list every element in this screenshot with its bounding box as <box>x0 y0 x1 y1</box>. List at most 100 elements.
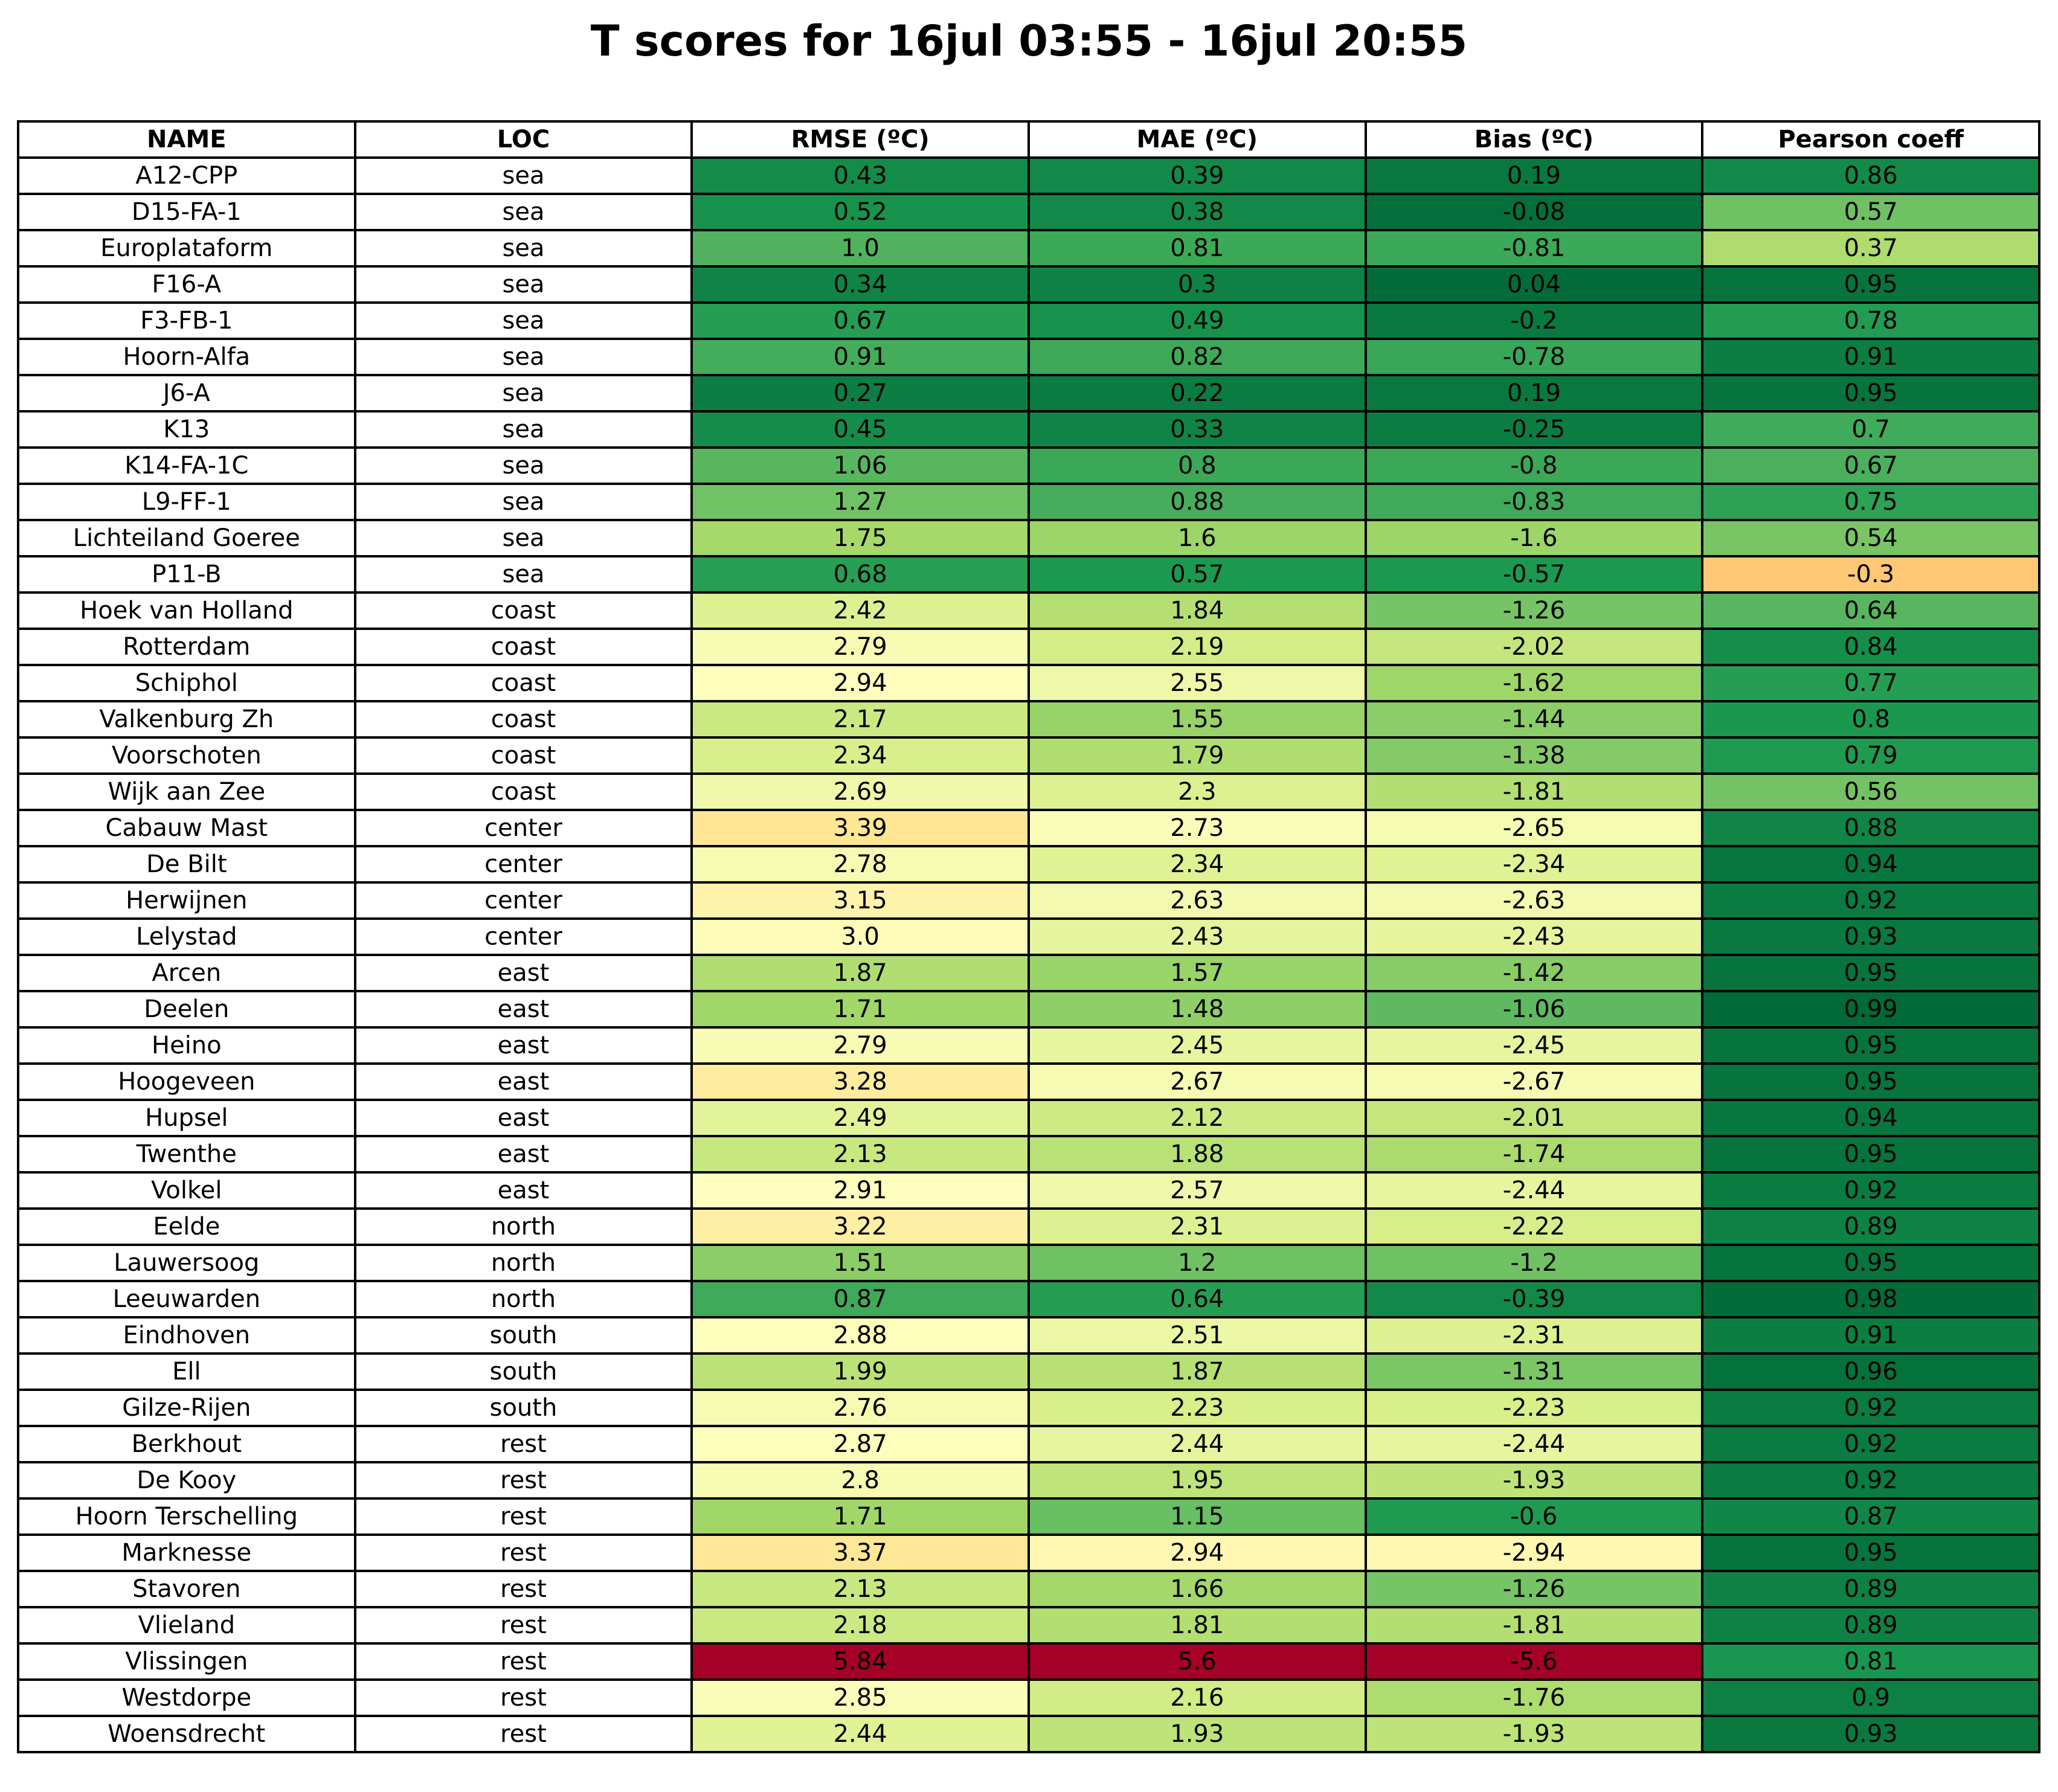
cell-rmse: 2.13 <box>690 1135 1030 1174</box>
cell-loc: rest <box>353 1678 693 1717</box>
cell-loc: east <box>353 1026 693 1065</box>
cell-rmse: 2.78 <box>690 845 1030 884</box>
table-row: Valkenburg Zh coast 2.17 1.55 -1.44 0.8 <box>17 700 2040 739</box>
cell-loc: east <box>353 1099 693 1137</box>
cell-rmse: 2.88 <box>690 1316 1030 1355</box>
cell-pearson: -0.3 <box>1701 555 2040 594</box>
table-row: Berkhout rest 2.87 2.44 -2.44 0.92 <box>17 1425 2040 1463</box>
cell-rmse: 0.67 <box>690 301 1030 340</box>
cell-bias: -1.81 <box>1364 772 1704 811</box>
cell-loc: rest <box>353 1642 693 1681</box>
cell-pearson: 0.57 <box>1701 193 2040 231</box>
cell-pearson: 0.9 <box>1701 1678 2040 1717</box>
cell-name: Heino <box>17 1026 356 1065</box>
cell-name: Berkhout <box>17 1425 356 1463</box>
cell-rmse: 2.85 <box>690 1678 1030 1717</box>
cell-name: Woensdrecht <box>17 1715 356 1753</box>
cell-pearson: 0.77 <box>1701 664 2040 702</box>
cell-loc: sea <box>353 301 693 340</box>
column-header-mae: MAE (ºC) <box>1027 120 1367 159</box>
cell-rmse: 0.91 <box>690 338 1030 376</box>
cell-mae: 1.81 <box>1027 1606 1367 1645</box>
cell-bias: -2.01 <box>1364 1099 1704 1137</box>
cell-name: K13 <box>17 410 356 449</box>
cell-name: Europlataform <box>17 229 356 268</box>
cell-rmse: 2.49 <box>690 1099 1030 1137</box>
cell-name: Lauwersoog <box>17 1244 356 1282</box>
cell-mae: 1.15 <box>1027 1497 1367 1536</box>
table-row: Ell south 1.99 1.87 -1.31 0.96 <box>17 1352 2040 1391</box>
cell-loc: sea <box>353 156 693 195</box>
cell-name: De Kooy <box>17 1461 356 1500</box>
table-row: Volkel east 2.91 2.57 -2.44 0.92 <box>17 1171 2040 1210</box>
cell-bias: -2.44 <box>1364 1171 1704 1210</box>
cell-bias: -1.74 <box>1364 1135 1704 1174</box>
cell-bias: -2.31 <box>1364 1316 1704 1355</box>
cell-mae: 2.94 <box>1027 1533 1367 1572</box>
cell-pearson: 0.75 <box>1701 483 2040 521</box>
cell-bias: -2.02 <box>1364 628 1704 666</box>
cell-pearson: 0.67 <box>1701 446 2040 485</box>
cell-bias: -1.26 <box>1364 591 1704 630</box>
table-body: A12-CPP sea 0.43 0.39 0.19 0.86 D15-FA-1 sea 0.5… <box>17 156 2040 1753</box>
cell-rmse: 2.79 <box>690 628 1030 666</box>
cell-mae: 2.55 <box>1027 664 1367 702</box>
cell-pearson: 0.98 <box>1701 1280 2040 1318</box>
cell-mae: 0.82 <box>1027 338 1367 376</box>
cell-loc: center <box>353 917 693 956</box>
table-row: Woensdrecht rest 2.44 1.93 -1.93 0.93 <box>17 1715 2040 1753</box>
cell-pearson: 0.95 <box>1701 1026 2040 1065</box>
table-row: Westdorpe rest 2.85 2.16 -1.76 0.9 <box>17 1678 2040 1717</box>
cell-name: Schiphol <box>17 664 356 702</box>
cell-name: Hoorn Terschelling <box>17 1497 356 1536</box>
cell-loc: east <box>353 1062 693 1101</box>
cell-pearson: 0.92 <box>1701 1461 2040 1500</box>
table-row: Hoorn Terschelling rest 1.71 1.15 -0.6 0.87 <box>17 1497 2040 1536</box>
cell-pearson: 0.94 <box>1701 845 2040 884</box>
cell-pearson: 0.93 <box>1701 1715 2040 1753</box>
cell-mae: 1.93 <box>1027 1715 1367 1753</box>
cell-bias: -0.6 <box>1364 1497 1704 1536</box>
cell-bias: -1.42 <box>1364 954 1704 992</box>
cell-bias: -2.67 <box>1364 1062 1704 1101</box>
cell-name: Herwijnen <box>17 881 356 920</box>
column-header-name: NAME <box>17 120 356 159</box>
cell-loc: north <box>353 1280 693 1318</box>
table-row: De Kooy rest 2.8 1.95 -1.93 0.92 <box>17 1461 2040 1500</box>
cell-mae: 1.48 <box>1027 990 1367 1029</box>
cell-loc: east <box>353 954 693 992</box>
cell-mae: 0.3 <box>1027 265 1367 304</box>
cell-mae: 0.38 <box>1027 193 1367 231</box>
table-row: Arcen east 1.87 1.57 -1.42 0.95 <box>17 954 2040 992</box>
cell-name: F3-FB-1 <box>17 301 356 340</box>
cell-bias: -0.25 <box>1364 410 1704 449</box>
cell-rmse: 2.87 <box>690 1425 1030 1463</box>
cell-pearson: 0.95 <box>1701 1244 2040 1282</box>
cell-bias: -0.57 <box>1364 555 1704 594</box>
cell-mae: 1.66 <box>1027 1570 1367 1608</box>
cell-mae: 5.6 <box>1027 1642 1367 1681</box>
cell-loc: sea <box>353 410 693 449</box>
cell-loc: sea <box>353 193 693 231</box>
cell-mae: 2.34 <box>1027 845 1367 884</box>
table-row: Herwijnen center 3.15 2.63 -2.63 0.92 <box>17 881 2040 920</box>
cell-name: A12-CPP <box>17 156 356 195</box>
cell-rmse: 1.0 <box>690 229 1030 268</box>
cell-loc: sea <box>353 555 693 594</box>
table-row: F16-A sea 0.34 0.3 0.04 0.95 <box>17 265 2040 304</box>
cell-mae: 2.3 <box>1027 772 1367 811</box>
cell-bias: -0.83 <box>1364 483 1704 521</box>
cell-pearson: 0.54 <box>1701 519 2040 557</box>
cell-loc: sea <box>353 229 693 268</box>
cell-pearson: 0.7 <box>1701 410 2040 449</box>
cell-mae: 2.16 <box>1027 1678 1367 1717</box>
table-row: Hupsel east 2.49 2.12 -2.01 0.94 <box>17 1099 2040 1137</box>
cell-loc: north <box>353 1207 693 1246</box>
cell-mae: 1.87 <box>1027 1352 1367 1391</box>
cell-name: Westdorpe <box>17 1678 356 1717</box>
cell-bias: -2.43 <box>1364 917 1704 956</box>
cell-name: Vlissingen <box>17 1642 356 1681</box>
cell-name: L9-FF-1 <box>17 483 356 521</box>
cell-name: Lichteiland Goeree <box>17 519 356 557</box>
cell-mae: 2.63 <box>1027 881 1367 920</box>
